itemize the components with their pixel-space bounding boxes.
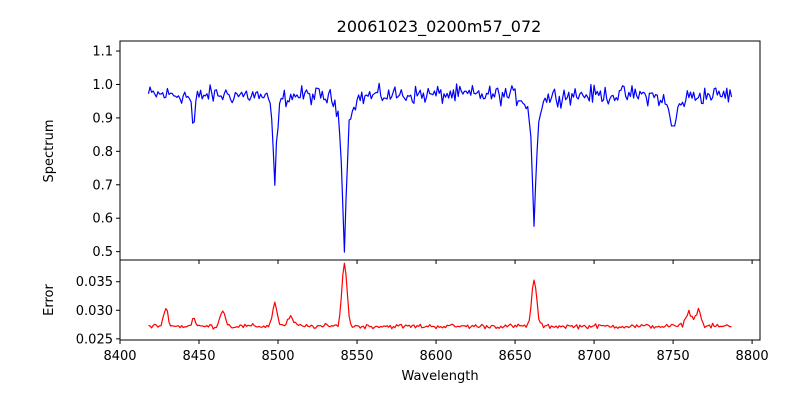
y-tick-label: 0.035 [76, 275, 113, 290]
spectrum-y-ticks: 0.5 0.6 0.7 0.8 0.9 1.0 1.1 [92, 45, 120, 260]
x-axis-label: Wavelength [401, 369, 478, 384]
chart-title: 20061023_0200m57_072 [337, 17, 542, 37]
y-tick-label: 0.7 [92, 178, 113, 193]
spectrum-plot-area [147, 82, 733, 253]
error-y-axis-label: Error [42, 284, 57, 316]
error-axes-frame [119, 259, 761, 341]
y-tick-label: 0.6 [92, 212, 113, 227]
spectrum-x-ticks [119, 260, 753, 264]
spectrum-y-axis-label: Spectrum [42, 120, 57, 183]
x-tick-label: 8650 [499, 349, 532, 364]
y-tick-label: 0.9 [92, 111, 113, 126]
spectrum-series-line [147, 82, 733, 253]
x-tick-label: 8400 [103, 349, 136, 364]
error-panel: 0.025 0.030 0.035 8400 8450 8500 8550 8600 8650… [42, 259, 769, 364]
x-axis-ticks: 8400 8450 8500 8550 8600 8650 8700 8750 8800 [103, 340, 769, 364]
y-tick-label: 1.1 [92, 45, 113, 60]
y-tick-label: 1.0 [92, 78, 113, 93]
x-tick-label: 8500 [261, 349, 294, 364]
x-tick-label: 8700 [578, 349, 611, 364]
spectrum-panel: 0.5 0.6 0.7 0.8 0.9 1.0 1.1 Spectrum [42, 40, 761, 264]
error-y-ticks: 0.025 0.030 0.035 [76, 275, 120, 347]
y-tick-label: 0.5 [92, 245, 113, 260]
y-tick-label: 0.030 [76, 304, 113, 319]
error-series-line [148, 262, 732, 330]
x-tick-label: 8600 [420, 349, 453, 364]
x-tick-label: 8450 [182, 349, 215, 364]
x-tick-label: 8550 [340, 349, 373, 364]
error-plot-area [148, 262, 732, 330]
y-tick-label: 0.025 [76, 332, 113, 347]
y-tick-label: 0.8 [92, 145, 113, 160]
x-tick-label: 8750 [657, 349, 690, 364]
spectrum-axes-frame [119, 40, 761, 261]
x-tick-label: 8800 [736, 349, 769, 364]
